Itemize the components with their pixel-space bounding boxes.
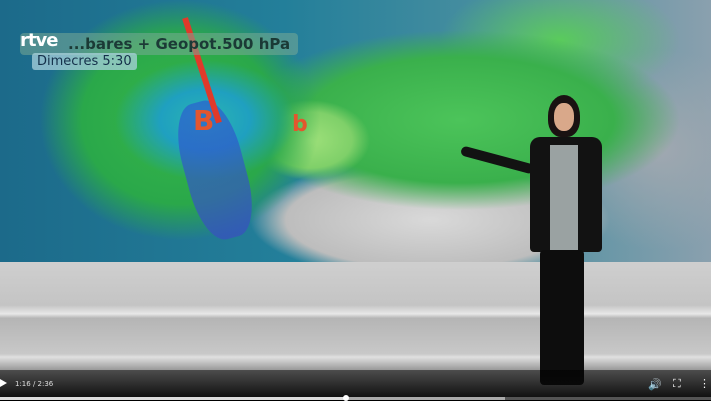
play-icon[interactable] (0, 379, 7, 387)
low-pressure-label-small: b (292, 112, 308, 137)
map-subtitle: Dimecres 5:30 (32, 53, 137, 70)
time-display: 1:16 / 2:36 (15, 380, 54, 388)
player-controls: 1:16 / 2:36 🔊 ⛶ ⋮ (0, 370, 711, 400)
played-bar (0, 397, 347, 400)
volume-icon[interactable]: 🔊 (648, 378, 662, 391)
more-options-icon[interactable]: ⋮ (699, 377, 710, 390)
low-pressure-label: B (193, 104, 215, 137)
map-title: ...bares + Geopot.500 hPa (20, 33, 299, 55)
fullscreen-icon[interactable]: ⛶ (673, 377, 681, 390)
rtve-logo: rtve (20, 30, 58, 51)
studio-floor (0, 262, 711, 370)
scrubber-handle[interactable] (343, 395, 350, 401)
progress-bar[interactable] (0, 395, 711, 401)
presenter (459, 95, 610, 390)
